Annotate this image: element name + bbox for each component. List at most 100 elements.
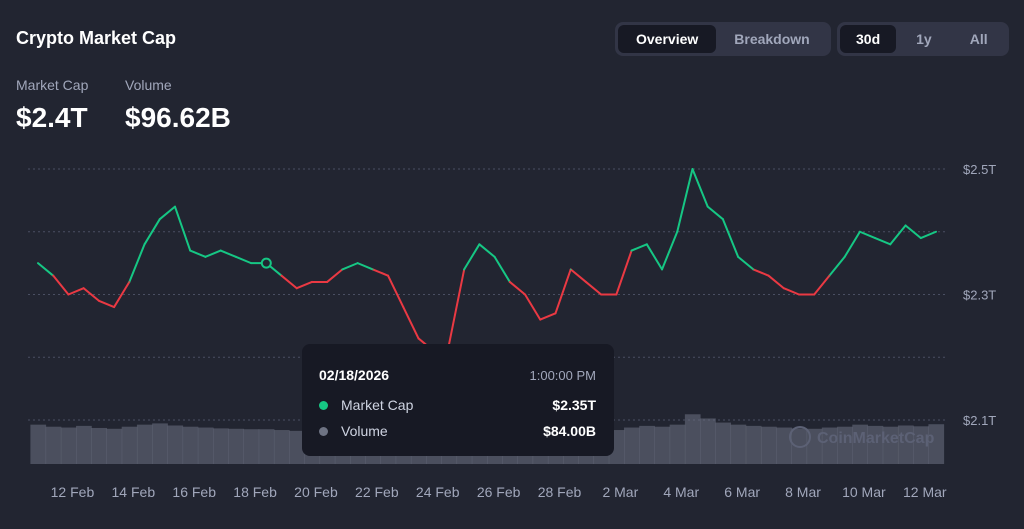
market-cap-line-segment xyxy=(737,255,755,271)
volume-bar xyxy=(867,425,884,464)
volume-bar xyxy=(106,428,123,464)
market-cap-point xyxy=(463,268,465,271)
volume-bar xyxy=(715,422,732,464)
tooltip-row-market-cap: Market Cap $2.35T xyxy=(319,396,596,414)
market-cap-point xyxy=(204,256,207,258)
volume-bar xyxy=(197,427,214,464)
coinmarketcap-logo-icon xyxy=(789,426,811,448)
market-cap-point xyxy=(585,281,587,283)
volume-bar xyxy=(30,424,47,464)
volume-bar xyxy=(136,424,153,464)
page-title: Crypto Market Cap xyxy=(16,28,177,48)
market-cap-point xyxy=(935,230,937,233)
market-cap-point xyxy=(37,262,39,264)
market-cap-line-segment xyxy=(889,224,907,246)
market-cap-line-segment xyxy=(189,249,207,258)
market-cap-line-segment xyxy=(630,243,648,252)
market-cap-line-segment xyxy=(463,243,481,271)
market-cap-point xyxy=(341,268,344,271)
market-cap-point xyxy=(600,293,602,296)
market-cap-label: Market Cap xyxy=(16,77,89,93)
market-cap-point xyxy=(661,268,663,271)
volume-bar xyxy=(745,425,762,464)
market-cap-line-segment xyxy=(37,262,55,277)
market-cap-point xyxy=(813,293,816,296)
market-cap-line-segment xyxy=(539,312,557,321)
market-cap-point xyxy=(82,287,85,290)
market-cap-point xyxy=(676,230,679,233)
x-tick-label: 16 Feb xyxy=(172,484,216,500)
market-cap-line-segment xyxy=(782,287,801,296)
market-cap-point xyxy=(919,237,922,239)
market-cap-line-segment xyxy=(843,230,861,258)
market-cap-line-segment xyxy=(676,168,694,233)
market-cap-point xyxy=(295,287,298,290)
x-tick-label: 6 Mar xyxy=(724,484,760,500)
x-tick-label: 10 Mar xyxy=(842,484,886,500)
market-cap-point xyxy=(767,274,770,277)
tooltip-volume-value: $84.00B xyxy=(543,423,596,439)
range-all-button[interactable]: All xyxy=(969,31,988,47)
market-cap-value: $2.4T xyxy=(16,102,88,133)
market-cap-line-segment xyxy=(204,249,222,258)
volume-bar xyxy=(91,427,107,464)
x-tick-label: 2 Mar xyxy=(602,484,638,500)
market-cap-line-segment xyxy=(752,268,770,277)
range-1y-button[interactable]: 1y xyxy=(916,31,932,47)
market-cap-line-segment xyxy=(584,280,603,296)
market-cap-line-segment xyxy=(219,249,237,258)
market-cap-point xyxy=(326,281,328,283)
market-cap-point xyxy=(630,249,633,252)
market-cap-line-segment xyxy=(478,243,496,258)
market-cap-line-segment xyxy=(356,262,374,271)
x-tick-label: 22 Feb xyxy=(355,484,399,500)
market-cap-line-segment xyxy=(158,205,176,221)
market-cap-point xyxy=(143,243,146,246)
market-cap-line-segment xyxy=(706,205,724,221)
volume-bar xyxy=(623,427,640,464)
market-cap-point xyxy=(250,262,252,264)
market-cap-line-segment xyxy=(919,230,937,240)
tab-breakdown[interactable]: Breakdown xyxy=(734,31,810,47)
market-cap-point xyxy=(904,224,907,227)
volume-bar xyxy=(213,428,229,464)
market-cap-line-segment xyxy=(493,255,511,283)
market-cap-point xyxy=(843,256,846,258)
market-cap-point xyxy=(280,274,283,277)
market-cap-point xyxy=(128,281,131,283)
view-toggle: Overview Breakdown xyxy=(615,22,831,56)
market-cap-point xyxy=(691,168,694,170)
market-cap-point xyxy=(646,243,648,246)
range-30d-button[interactable]: 30d xyxy=(840,25,897,53)
tooltip-date: 02/18/2026 xyxy=(319,367,390,383)
volume-bar xyxy=(289,430,305,464)
volume-bar xyxy=(776,427,792,464)
market-cap-line-segment xyxy=(341,262,359,271)
x-tick-label: 28 Feb xyxy=(538,484,582,500)
market-cap-point xyxy=(113,306,115,308)
market-cap-line-segment xyxy=(82,287,100,302)
market-cap-point xyxy=(493,256,496,258)
tooltip-volume-label: Volume xyxy=(341,423,388,439)
y-tick-label: $2.5T xyxy=(963,162,996,177)
volume-bar xyxy=(669,424,686,464)
tab-overview[interactable]: Overview xyxy=(618,25,717,53)
market-cap-line-segment xyxy=(645,243,664,271)
market-cap-point xyxy=(189,249,192,252)
market-cap-line-segment xyxy=(858,230,877,240)
volume-bar xyxy=(639,425,655,464)
volume-bar xyxy=(182,426,199,464)
volume-bar xyxy=(760,426,777,464)
market-cap-line-segment xyxy=(554,268,572,315)
market-cap-point xyxy=(311,281,313,283)
market-cap-point xyxy=(509,281,511,283)
x-tick-label: 24 Feb xyxy=(416,484,460,500)
market-cap-dot-icon xyxy=(319,400,328,410)
market-cap-point xyxy=(569,268,572,271)
volume-bar xyxy=(821,427,838,464)
volume-bar xyxy=(897,425,914,464)
market-cap-point xyxy=(98,299,100,302)
market-cap-line-segment xyxy=(767,274,785,290)
market-cap-point xyxy=(524,293,526,296)
market-cap-line-segment xyxy=(128,243,146,283)
